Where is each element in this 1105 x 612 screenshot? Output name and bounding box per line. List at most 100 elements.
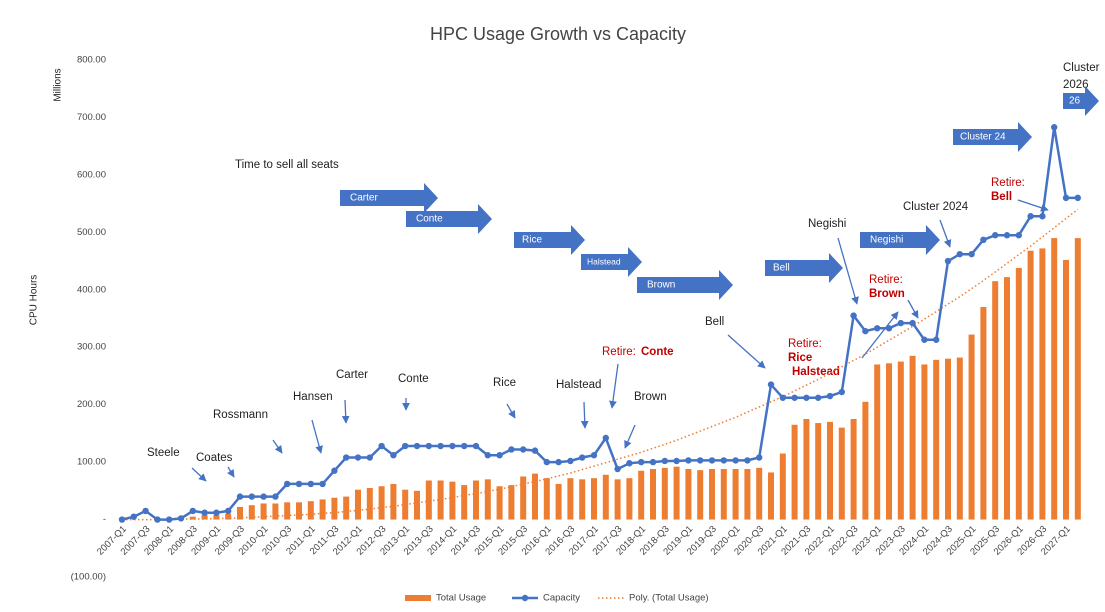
arrow [341,399,350,424]
point [720,457,727,464]
point [638,458,645,466]
bar [260,503,267,520]
retire-label: Retire: [788,338,822,350]
point [343,454,350,461]
seat-arrow [953,122,1032,152]
point [1074,194,1082,202]
bar [874,364,881,520]
arrow [506,403,516,419]
arrow [624,424,636,449]
point [272,493,279,500]
annotation: Negishi [808,218,846,230]
point [897,319,904,327]
y-tick-label: 400.00 [77,284,106,295]
point [697,457,704,464]
annotation: Time to sell all seats [235,159,339,171]
point [779,394,786,401]
point [850,312,857,319]
legend-swatch [405,595,431,601]
arrow [837,237,859,305]
bar [402,489,409,520]
point [815,394,822,401]
bar [862,401,869,520]
y-tick-label: 300.00 [77,342,106,353]
point [437,442,444,450]
bar [1051,238,1058,520]
point [142,507,149,515]
point [201,509,208,516]
bar [779,453,786,520]
bar [237,506,243,520]
bar [614,479,621,520]
point [673,457,680,465]
bar [626,478,633,520]
bar [272,503,279,520]
bar [980,307,987,520]
retire-system: Rice [788,352,812,364]
retire-system: Bell [991,191,1012,203]
bar [189,516,196,520]
seat-arrow-label: Cluster 24 [960,132,1006,143]
point [461,442,468,450]
bar [390,483,397,520]
seat-arrow [860,225,940,255]
bar [201,514,208,520]
bar [815,423,822,520]
y-tick-label: 800.00 [77,55,106,66]
point [803,394,810,401]
point [838,388,845,396]
bar [921,364,928,520]
seat-arrow [581,247,642,277]
bar [720,469,727,520]
chart-title: HPC Usage Growth vs Capacity [430,24,686,44]
bar [756,467,763,520]
seat-arrow [340,183,438,213]
point [484,452,491,459]
arrow [609,363,619,409]
annotation: Conte [398,373,429,385]
bar [449,481,456,520]
bar [484,479,491,520]
seat-arrow-label: 26 [1069,96,1081,107]
arrow [727,334,766,369]
bar [425,480,432,520]
point [531,447,539,454]
bar [414,490,420,520]
bar [473,480,479,520]
point [1027,213,1034,220]
point [956,250,963,258]
bar [661,467,668,520]
point [909,319,916,327]
point [555,458,562,466]
bar [886,363,892,520]
point [295,480,303,488]
trend-line [122,208,1079,521]
point [980,236,987,244]
point [1003,232,1011,239]
bar [378,486,385,520]
point [744,457,751,464]
arrow [272,439,283,454]
point [767,381,775,388]
annotation: Coates [196,452,233,464]
annotation: Bell [705,316,724,328]
bar [355,489,361,520]
point [543,458,550,466]
arrow [907,299,919,319]
arrow [939,219,952,248]
bar [225,513,232,520]
seat-arrows: Carter Conte Rice Halstead Brown Bell Ne… [340,86,1099,300]
bar [838,427,845,520]
bar [591,478,597,520]
retire-system: Conte [641,346,674,358]
seat-arrow-label: Rice [522,235,542,246]
annotation: Rice [493,377,516,389]
annotation: Brown [634,391,667,403]
point [661,457,668,465]
point [390,452,397,459]
point [354,454,362,461]
bar [437,480,444,520]
point [708,457,716,464]
bar [709,469,715,520]
